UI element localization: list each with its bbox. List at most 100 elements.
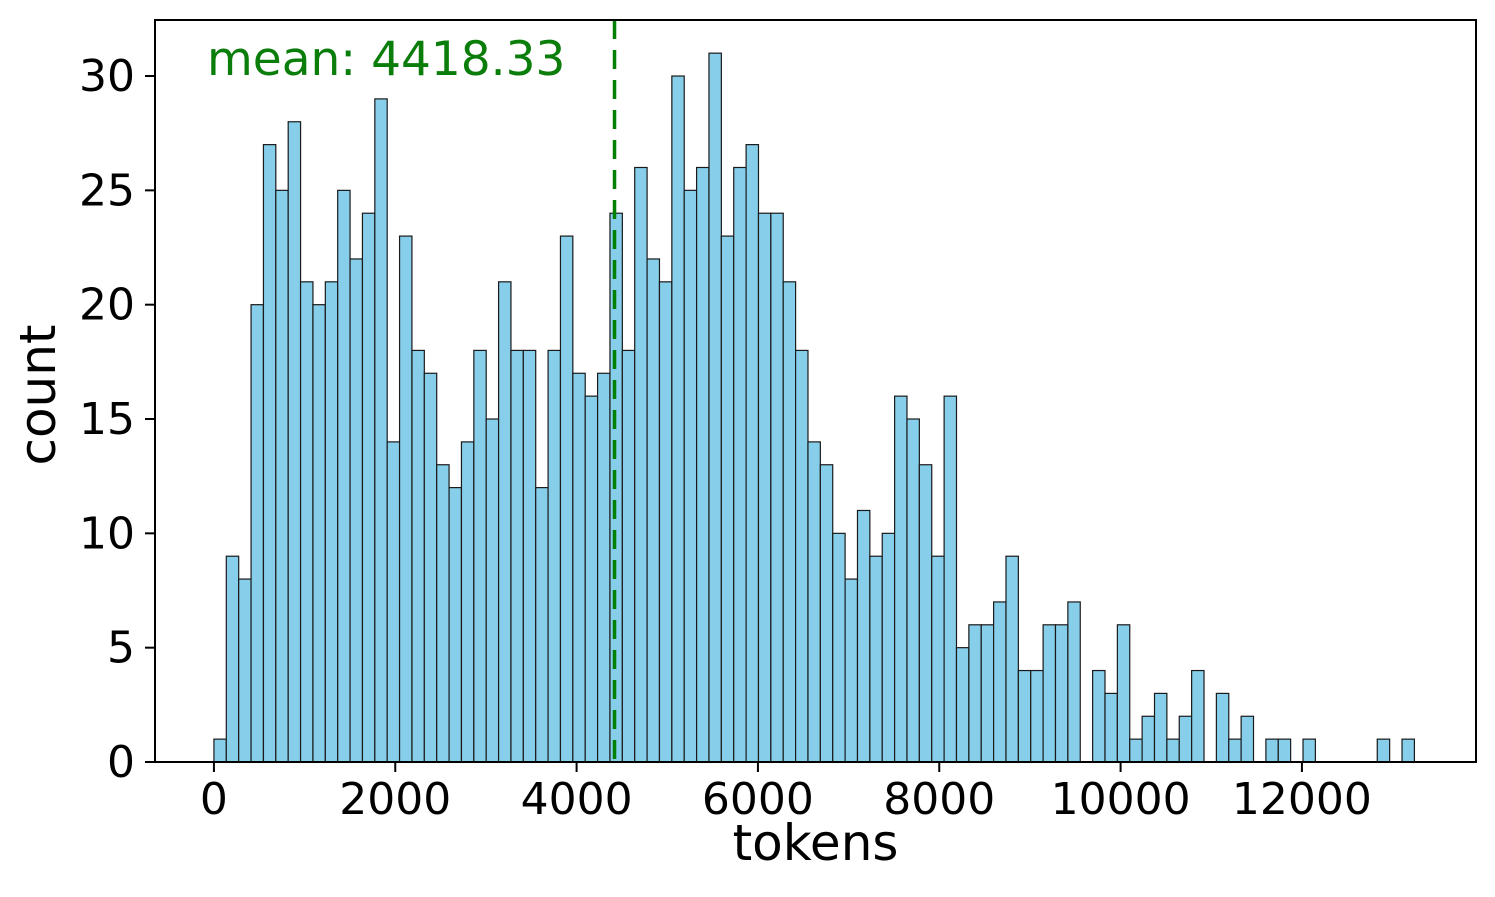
histogram-bar — [844, 578, 859, 763]
histogram-bar — [275, 189, 289, 763]
y-tick-label: 20 — [79, 280, 135, 331]
histogram-bar — [807, 441, 821, 763]
histogram-bar — [535, 487, 549, 763]
histogram-bar — [1265, 738, 1279, 763]
histogram-bar — [473, 349, 487, 763]
histogram-bar — [757, 212, 772, 763]
x-tick-label: 8000 — [883, 774, 995, 825]
histogram-bar — [695, 166, 710, 763]
x-tick-label: 4000 — [521, 774, 633, 825]
histogram-bar — [448, 487, 463, 763]
histogram-bar — [510, 349, 524, 763]
histogram-bar — [782, 281, 797, 763]
histogram-bar — [671, 75, 685, 763]
histogram-bar — [869, 555, 883, 763]
histogram-bar — [943, 395, 958, 763]
y-axis-label: count — [9, 324, 67, 466]
histogram-bar — [1215, 692, 1230, 763]
histogram-bar — [770, 212, 784, 763]
x-tick-label: 12000 — [1232, 774, 1372, 825]
histogram-bar — [262, 144, 277, 763]
histogram-bar — [720, 235, 735, 763]
histogram-bar — [299, 281, 314, 763]
histogram-bar — [745, 144, 760, 763]
histogram-bar — [497, 281, 512, 763]
histogram-bar — [894, 395, 908, 763]
x-tick-label: 2000 — [339, 774, 451, 825]
histogram-bar — [634, 166, 648, 763]
histogram-bar — [621, 349, 636, 763]
histogram-bar — [1030, 669, 1044, 763]
histogram-bar — [708, 52, 722, 763]
histogram-bar — [485, 418, 500, 763]
x-axis-label-text: tokens — [732, 814, 899, 872]
histogram-bar — [213, 738, 227, 763]
histogram-bar — [658, 281, 673, 763]
histogram-bar — [819, 464, 834, 763]
histogram-bar — [312, 304, 326, 763]
histogram-bar — [374, 98, 388, 763]
histogram-bar — [1042, 624, 1057, 763]
histogram-bar — [1141, 715, 1156, 763]
x-tick-label: 0 — [200, 774, 228, 825]
y-tick-label: 10 — [79, 508, 135, 559]
histogram-bar — [918, 464, 933, 763]
x-tick-label: 10000 — [1051, 774, 1191, 825]
histogram-bar — [646, 258, 661, 763]
histogram-bar — [1302, 738, 1316, 763]
histogram-bar — [349, 258, 364, 763]
histogram-bar — [386, 441, 401, 763]
histogram-bar — [238, 578, 252, 763]
histogram-bar — [955, 647, 970, 763]
histogram-bar — [881, 532, 896, 763]
histogram-bar — [733, 166, 747, 763]
plot-area-border — [154, 19, 1477, 763]
histogram-bar — [1166, 738, 1180, 763]
histogram-bar — [1401, 738, 1416, 763]
histogram-bar — [225, 555, 240, 763]
histogram-bar — [1067, 601, 1081, 763]
histogram-bar — [931, 555, 945, 763]
mean-annotation: mean: 4418.33 — [207, 32, 566, 87]
histogram-bar — [1129, 738, 1143, 763]
y-tick-label: 5 — [107, 623, 135, 674]
histogram-bar — [1191, 669, 1205, 763]
histogram-bar — [1153, 692, 1168, 763]
histogram-bar — [1005, 555, 1019, 763]
histogram-bar — [980, 624, 995, 763]
histogram-bar — [1178, 715, 1193, 763]
histogram-bar — [559, 235, 574, 763]
histogram-bar — [1376, 738, 1391, 763]
histogram-bar — [460, 441, 475, 763]
histogram-bar — [436, 464, 450, 763]
histogram-bar — [1228, 738, 1242, 763]
histogram-bar — [250, 304, 265, 763]
histogram-bar — [287, 121, 302, 763]
y-tick-label: 15 — [79, 394, 135, 445]
y-tick-label: 30 — [79, 51, 135, 102]
histogram-bar — [1054, 624, 1069, 763]
histogram-bar — [423, 372, 438, 763]
histogram-bar — [832, 532, 846, 763]
y-tick-label: 0 — [107, 737, 135, 788]
histogram-bar — [596, 372, 611, 763]
histogram-bar — [683, 189, 698, 763]
histogram-bar — [1277, 738, 1292, 763]
histogram-bar — [411, 349, 425, 763]
y-tick-label: 25 — [79, 165, 135, 216]
histogram-bar — [522, 349, 537, 763]
histogram-bar — [968, 624, 982, 763]
histogram-bar — [1240, 715, 1255, 763]
histogram-bar — [1092, 669, 1106, 763]
histogram-bar — [794, 349, 809, 763]
histogram-bar — [361, 212, 376, 763]
x-axis-label: tokens — [0, 814, 1495, 872]
histogram-bar — [398, 235, 413, 763]
histogram-bar — [337, 189, 351, 763]
x-tick-label: 6000 — [702, 774, 814, 825]
histogram-bar — [572, 372, 586, 763]
histogram-bar — [856, 509, 871, 763]
histogram-bar — [906, 418, 920, 763]
